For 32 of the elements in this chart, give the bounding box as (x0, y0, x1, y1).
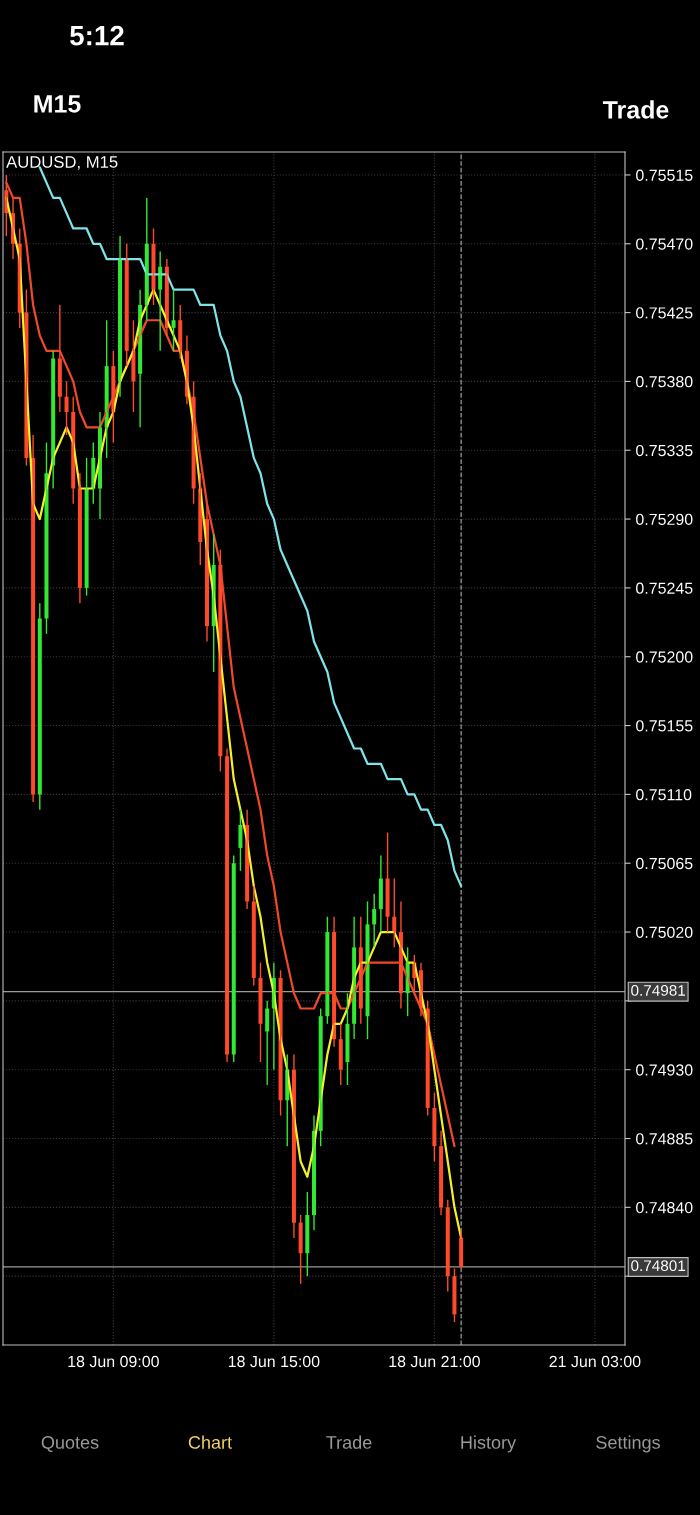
y-tick-label: 0.75200 (636, 651, 693, 663)
y-tick-label: 0.75155 (636, 720, 693, 732)
x-tick-label: 18 Jun 09:00 (68, 1355, 159, 1368)
y-tick-label: 0.75245 (636, 582, 693, 594)
text: Chart (188, 1435, 232, 1449)
text: Trade (602, 100, 669, 119)
y-tick-label: 0.75065 (636, 857, 693, 870)
y-tick-label: 0.75290 (636, 513, 693, 526)
y-tick-label: 0.75470 (636, 238, 693, 250)
y-tick-label: 0.75425 (636, 307, 693, 319)
text: Quotes (41, 1436, 99, 1453)
text: M15 (34, 95, 81, 113)
text: Trade (326, 1435, 372, 1449)
ref-line-label: 0.74801 (631, 1260, 686, 1272)
y-tick-label: 0.74930 (636, 1064, 693, 1076)
chart-title: AUDUSD, M15 (6, 156, 118, 170)
candlestick (258, 961, 263, 1063)
ref-line-label: 0.74981 (631, 984, 686, 996)
x-tick-label: 18 Jun 21:00 (389, 1355, 480, 1368)
x-tick-label: 18 Jun 15:00 (228, 1355, 320, 1368)
y-tick-label: 0.75110 (636, 789, 692, 801)
y-tick-label: 0.75380 (636, 376, 693, 388)
y-tick-label: 0.75335 (636, 444, 693, 457)
y-tick-label: 0.75515 (636, 169, 693, 181)
y-tick-label: 0.74885 (636, 1133, 693, 1145)
y-tick-label: 0.74840 (636, 1201, 693, 1214)
text: Settings (596, 1435, 660, 1453)
x-tick-label: 21 Jun 03:00 (549, 1355, 641, 1368)
candlestick (365, 900, 370, 1040)
text: History (461, 1435, 517, 1453)
y-tick-label: 0.75020 (636, 926, 693, 938)
text: 5:12 (70, 25, 124, 46)
